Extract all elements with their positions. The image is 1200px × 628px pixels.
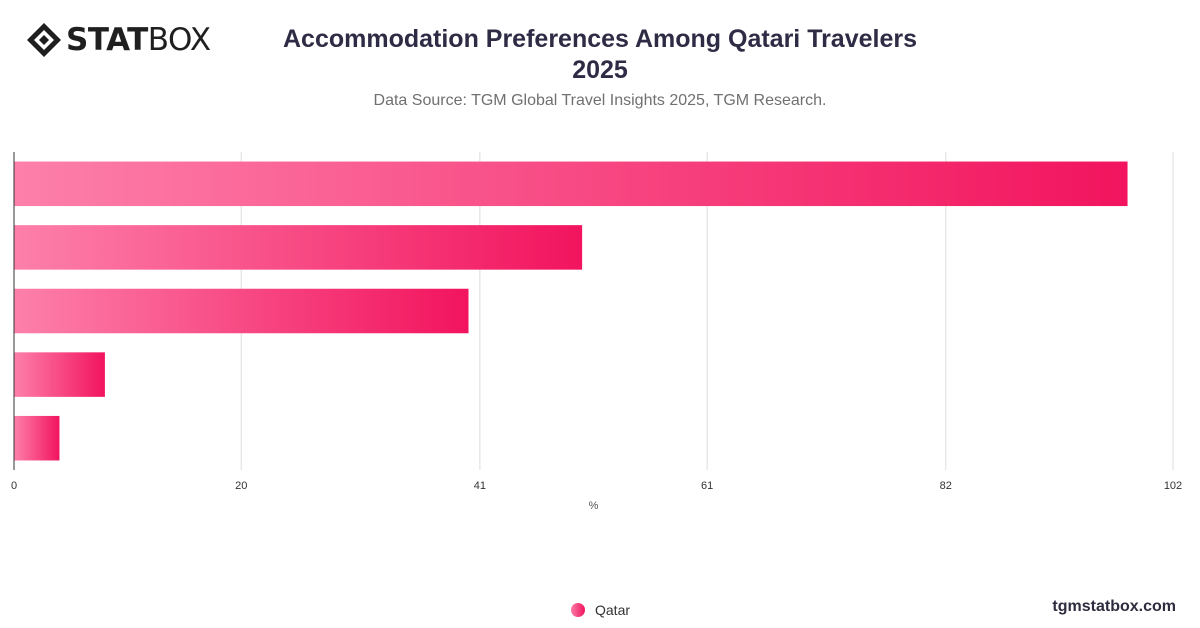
- bar-5[interactable]: [14, 415, 60, 461]
- bar-1[interactable]: [14, 161, 1128, 207]
- x-tick-label: 0: [11, 480, 17, 492]
- legend-label-qatar: Qatar: [595, 602, 631, 618]
- x-tick-label: 41: [474, 480, 486, 492]
- legend-marker: [571, 603, 585, 617]
- diamond-logo-icon: [27, 23, 61, 57]
- x-tick-label: 102: [1164, 480, 1182, 492]
- x-axis-title: %: [589, 500, 599, 512]
- brand-footer: tgmstatbox.com: [1052, 598, 1176, 615]
- logo-wordmark: STATBOX: [66, 22, 211, 58]
- chart-title-line-2: 2025: [572, 56, 628, 84]
- bar-chart: 0 20 41 61 82 102 %: [11, 152, 1182, 512]
- chart-title-line-1: Accommodation Preferences Among Qatari T…: [282, 25, 918, 53]
- bar-4[interactable]: [14, 352, 105, 397]
- bars: [14, 161, 1128, 461]
- chart-subtitle: Data Source: TGM Global Travel Insights …: [373, 92, 827, 109]
- x-tick-label: 82: [940, 480, 952, 492]
- statbox-logo: STATBOX: [26, 22, 211, 58]
- x-axis-ticks: 0 20 41 61 82 102: [11, 480, 1182, 492]
- x-tick-label: 20: [235, 480, 247, 492]
- legend[interactable]: Qatar: [571, 602, 630, 618]
- bar-2[interactable]: [14, 225, 583, 270]
- x-tick-label: 61: [701, 480, 713, 492]
- chart-title: Accommodation Preferences Among Qatari T…: [0, 24, 1200, 86]
- bar-3[interactable]: [14, 288, 469, 334]
